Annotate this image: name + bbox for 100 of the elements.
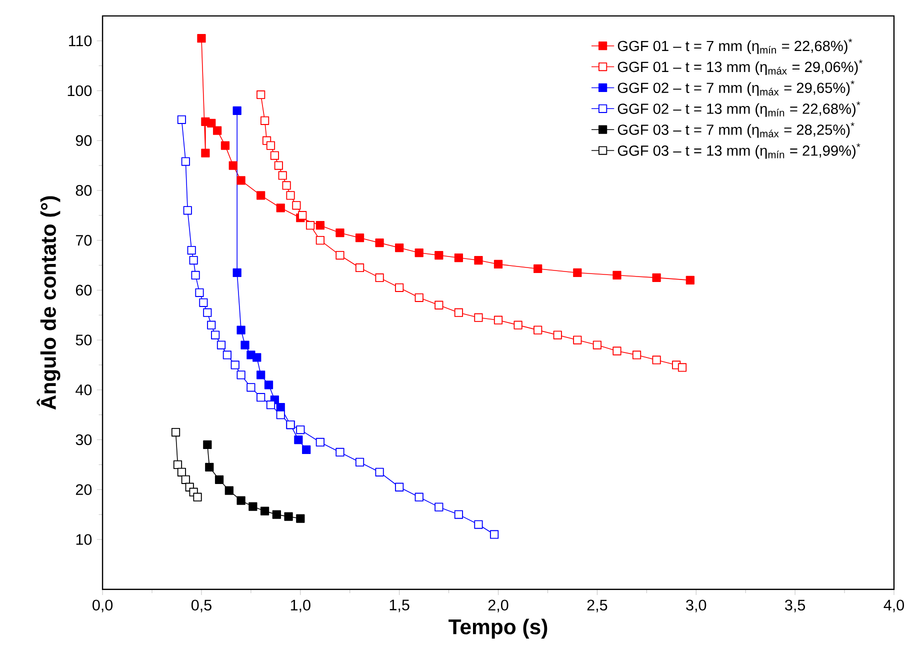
- point: [189, 256, 198, 265]
- point: [375, 238, 384, 248]
- point: [395, 482, 404, 492]
- point: [474, 520, 483, 529]
- x-tick-label: 0,0: [92, 600, 113, 612]
- point: [375, 273, 384, 282]
- x-tick-label: 3,0: [686, 600, 706, 612]
- y-tick-label: 50: [76, 334, 92, 346]
- point: [276, 204, 285, 212]
- point: [228, 161, 238, 170]
- point: [316, 438, 324, 447]
- point: [652, 273, 661, 282]
- point: [395, 243, 404, 252]
- point: [316, 221, 324, 230]
- point: [205, 462, 214, 472]
- x-tick-label: 1,0: [290, 600, 310, 612]
- point: [266, 400, 276, 410]
- point: [224, 486, 234, 495]
- point: [201, 148, 210, 158]
- point: [494, 316, 503, 324]
- point: [573, 336, 582, 344]
- point: [236, 326, 246, 334]
- point: [278, 171, 287, 180]
- point: [203, 308, 212, 317]
- point: [355, 263, 364, 272]
- point: [230, 360, 240, 370]
- point: [203, 440, 212, 450]
- point: [173, 460, 182, 469]
- point: [260, 506, 270, 516]
- point: [652, 356, 661, 364]
- point: [474, 313, 483, 322]
- y-tick-label: 80: [76, 185, 92, 196]
- point: [336, 228, 344, 238]
- point: [177, 115, 186, 124]
- point: [183, 206, 192, 215]
- y-tick-label: 10: [76, 534, 92, 545]
- point: [490, 530, 499, 539]
- point: [336, 448, 344, 456]
- point: [686, 276, 694, 284]
- point: [171, 428, 180, 437]
- point: [199, 298, 208, 307]
- point: [248, 502, 258, 511]
- point: [195, 288, 204, 297]
- point: [395, 283, 404, 292]
- point: [216, 340, 226, 350]
- legend-label: GGF 02 – t = 13 mm (η$_{mín}$ = 22,68%)$^{*}$: [618, 101, 860, 117]
- legend-label: GGF 02 – t = 7 mm (η$_{máx}$ = 29,65%)$^{*}$: [618, 80, 854, 96]
- point: [316, 236, 324, 245]
- point: [612, 346, 622, 356]
- point: [252, 353, 262, 362]
- point: [302, 445, 311, 454]
- legend-label: GGF 01 – t = 7 mm (η$_{mín}$ = 22,68%)$^{*}$: [618, 38, 852, 54]
- point: [212, 126, 222, 135]
- point: [632, 350, 642, 360]
- point: [298, 211, 307, 220]
- x-tick-label: 0,5: [191, 600, 212, 612]
- point: [454, 253, 464, 262]
- point: [296, 425, 305, 434]
- point: [232, 268, 242, 277]
- legend-label: GGF 01 – t = 13 mm (η$_{máx}$ = 29,06%)$^{*}$: [618, 60, 862, 75]
- point: [474, 256, 483, 265]
- point: [270, 151, 279, 160]
- point: [514, 320, 522, 330]
- x-tick-label: 2,5: [587, 600, 608, 612]
- legend-label: GGF 03 – t = 13 mm (η$_{mín}$ = 21,99%)$^{*}$: [618, 143, 860, 159]
- x-tick-label: 3,5: [785, 600, 806, 612]
- point: [256, 90, 266, 99]
- point: [553, 330, 562, 340]
- point: [336, 250, 344, 260]
- point: [306, 221, 315, 230]
- point: [494, 260, 503, 269]
- point: [678, 363, 687, 372]
- point: [284, 512, 293, 521]
- point: [454, 510, 464, 519]
- point: [355, 233, 364, 242]
- point: [181, 157, 190, 166]
- point: [266, 141, 276, 150]
- point: [296, 514, 305, 523]
- point: [181, 475, 190, 484]
- point: [414, 248, 424, 258]
- point: [236, 176, 246, 185]
- point: [214, 475, 224, 484]
- point: [573, 268, 582, 277]
- y-tick-label: 20: [76, 484, 92, 495]
- point: [534, 264, 542, 274]
- point: [414, 293, 424, 302]
- point: [272, 510, 281, 519]
- point: [177, 468, 186, 476]
- x-tick-label: 1,5: [390, 600, 410, 612]
- x-tick-label: 2,0: [488, 600, 508, 612]
- point: [220, 141, 230, 150]
- point: [592, 340, 602, 350]
- point: [294, 435, 303, 444]
- point: [240, 340, 250, 350]
- y-axis-title: Ângulo de contato (°): [36, 196, 60, 410]
- point: [260, 116, 270, 125]
- point: [207, 320, 216, 330]
- point: [454, 308, 464, 317]
- y-tick-label: 110: [69, 35, 92, 46]
- point: [534, 326, 542, 334]
